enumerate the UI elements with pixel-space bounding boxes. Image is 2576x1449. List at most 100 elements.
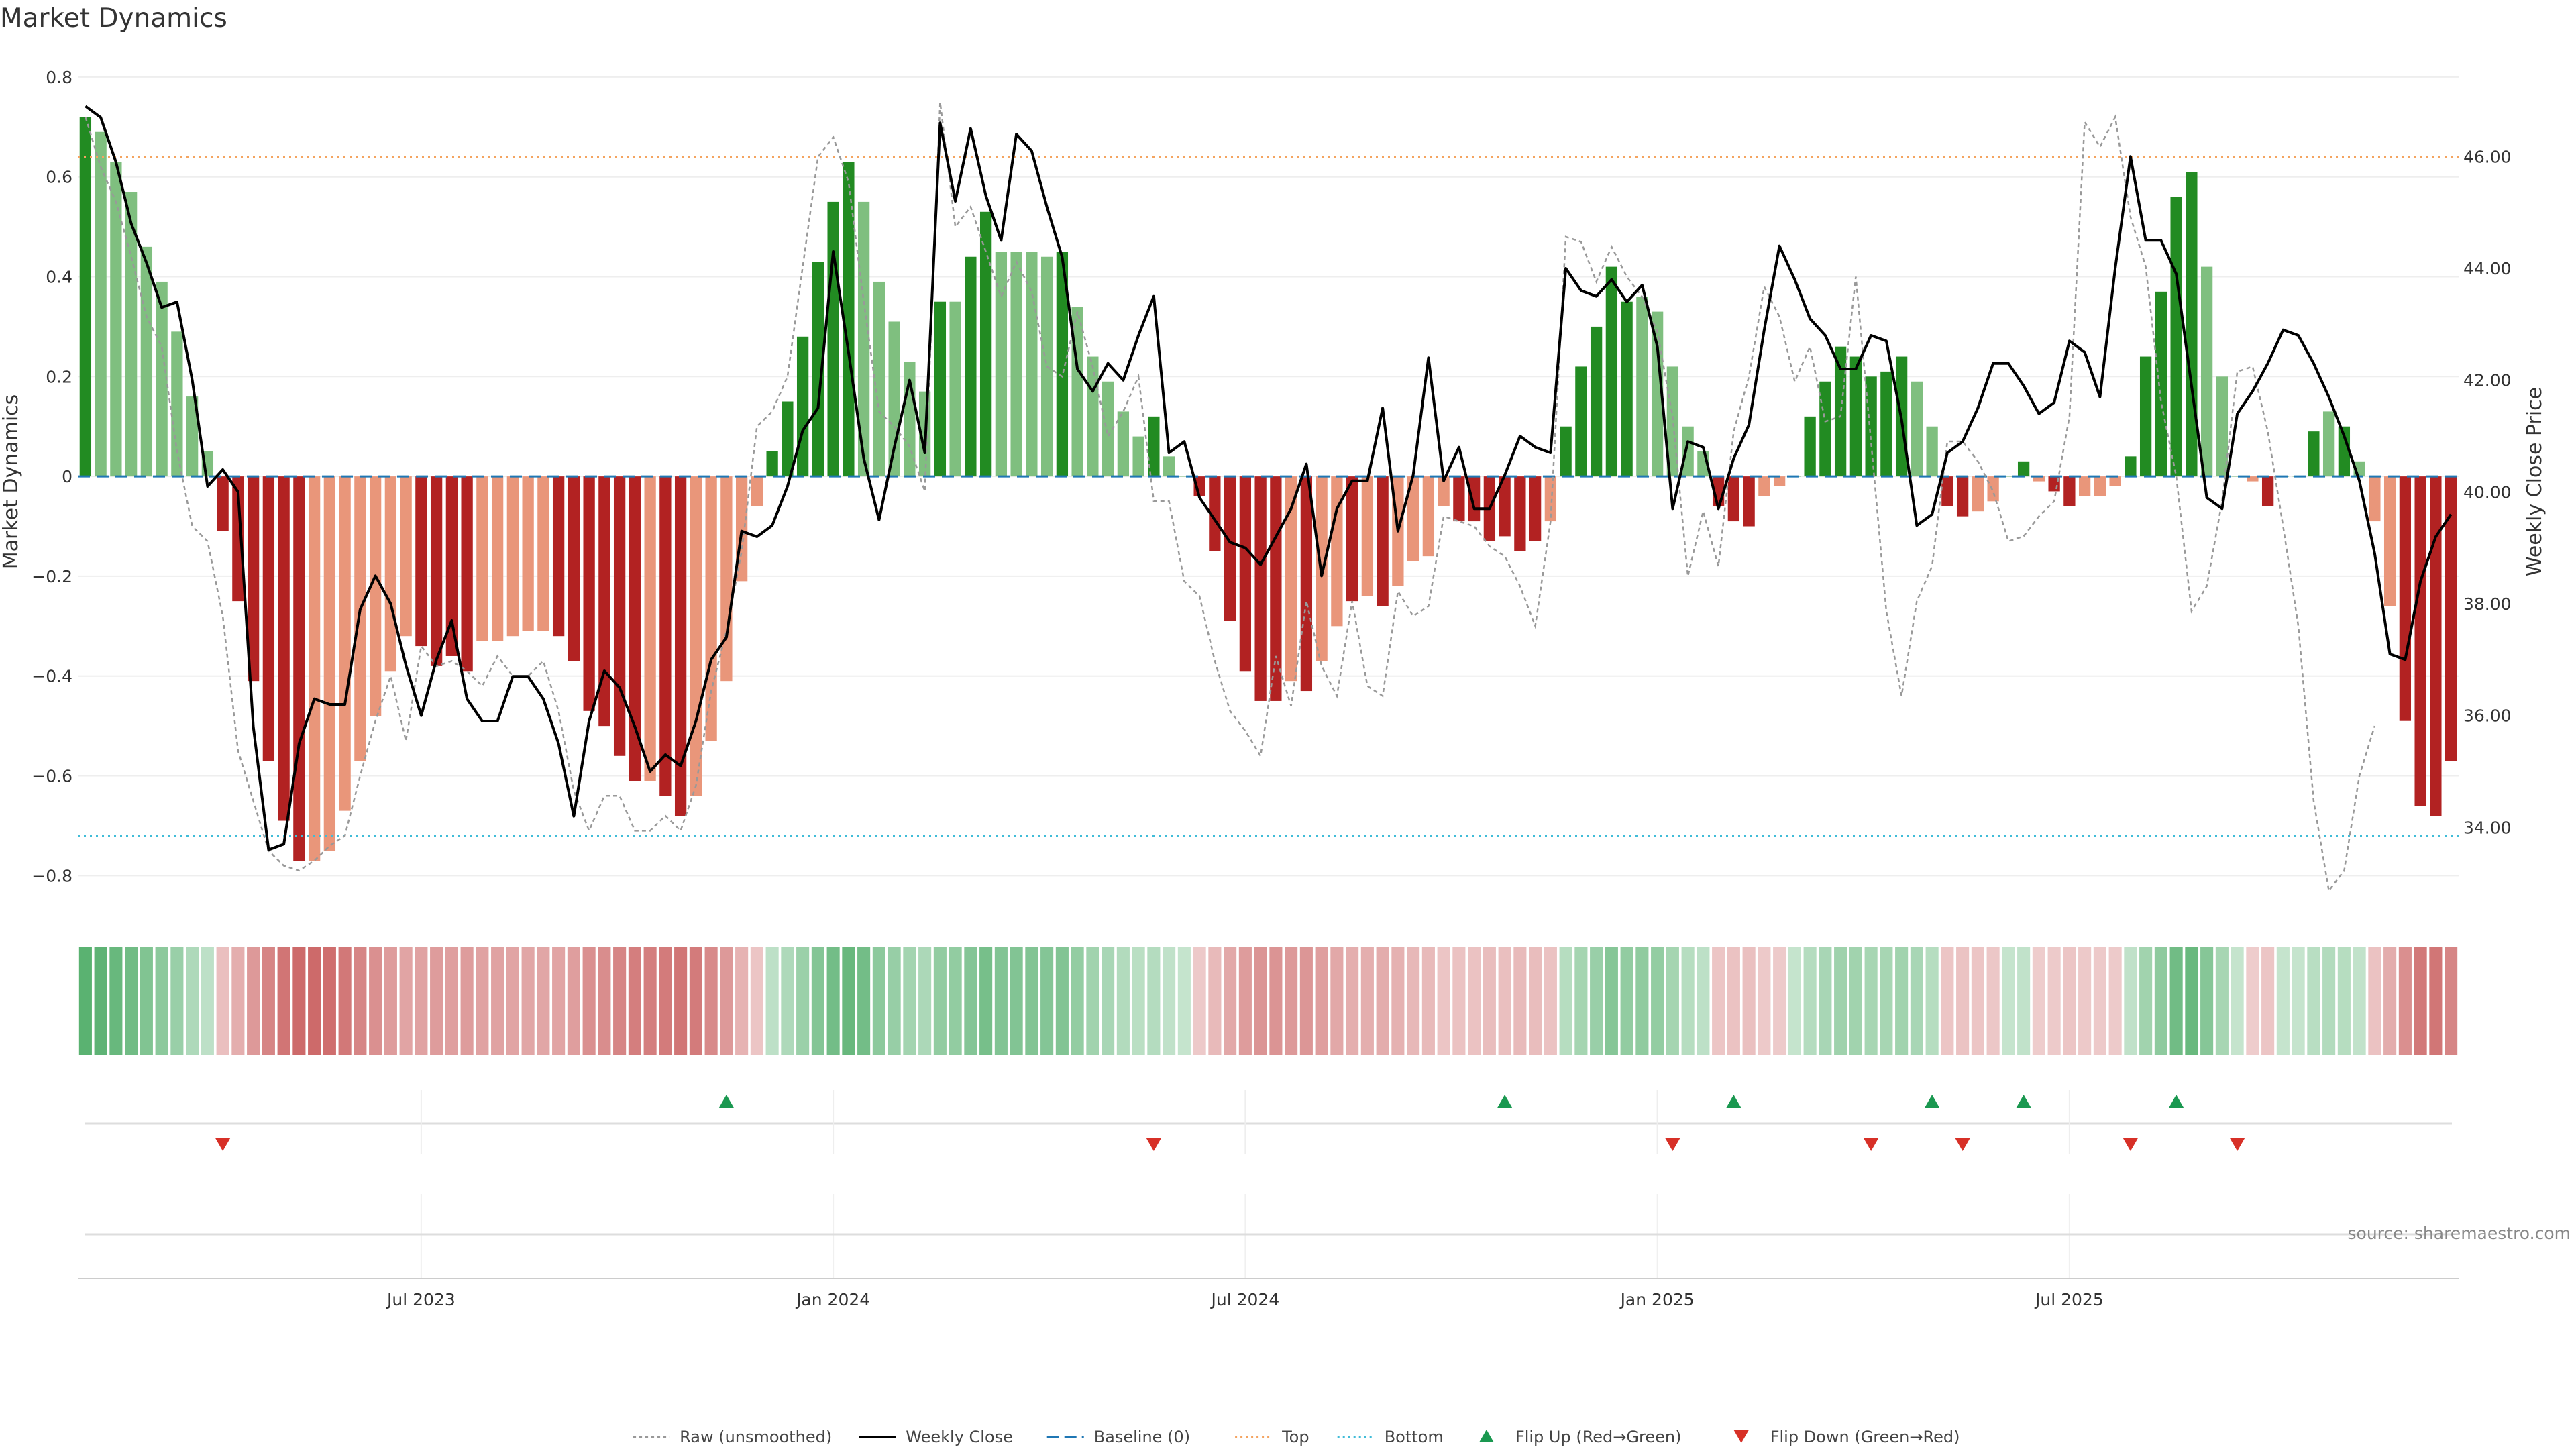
- bar: [690, 476, 702, 796]
- bar: [445, 476, 458, 656]
- bar: [1224, 476, 1236, 621]
- heat-cell: [1605, 947, 1618, 1055]
- bar: [2247, 476, 2259, 482]
- bar: [1911, 381, 1923, 477]
- right-tick-label: 40.00: [2463, 482, 2512, 502]
- heat-cell: [1315, 947, 1328, 1055]
- heat-cell: [2383, 947, 2397, 1055]
- bar: [186, 396, 199, 477]
- triangle-down-icon: [1733, 1430, 1749, 1443]
- heat-cell: [2445, 947, 2458, 1055]
- heat-cell: [2322, 947, 2336, 1055]
- flip-panel: [85, 1090, 2452, 1154]
- heat-cell: [949, 947, 962, 1055]
- chart-title: Market Dynamics: [0, 3, 227, 34]
- heat-cell: [201, 947, 214, 1055]
- heat-cell: [506, 947, 519, 1055]
- bar: [1377, 476, 1389, 606]
- heat-cell: [476, 947, 489, 1055]
- heat-cell: [1910, 947, 1923, 1055]
- heat-cell: [2169, 947, 2183, 1055]
- heat-cell: [1971, 947, 1984, 1055]
- heat-cell: [857, 947, 871, 1055]
- heat-cell: [1346, 947, 1359, 1055]
- bar: [1239, 476, 1252, 672]
- heat-cell: [918, 947, 932, 1055]
- bar: [1026, 252, 1038, 477]
- bar: [827, 201, 839, 477]
- bar: [2261, 476, 2274, 506]
- heat-cell: [643, 947, 657, 1055]
- bar: [2308, 431, 2320, 477]
- heat-cell: [1360, 947, 1374, 1055]
- heat-cell: [888, 947, 901, 1055]
- heat-cell: [1895, 947, 1909, 1055]
- bar: [1148, 416, 1160, 477]
- bar: [2063, 476, 2076, 506]
- legend-item: Bottom: [1337, 1428, 1444, 1446]
- heat-cell: [2353, 947, 2366, 1055]
- bar: [522, 476, 534, 631]
- bar: [782, 401, 794, 477]
- bar: [415, 476, 427, 647]
- heat-cell: [674, 947, 688, 1055]
- heat-cell: [872, 947, 885, 1055]
- bar: [1605, 266, 1618, 477]
- left-tick-label: −0.4: [32, 667, 72, 686]
- bar: [1361, 476, 1374, 596]
- heat-cell: [537, 947, 550, 1055]
- heat-cell: [1620, 947, 1633, 1055]
- heat-cell: [1788, 947, 1801, 1055]
- heat-cell: [247, 947, 260, 1055]
- bar: [1727, 476, 1740, 522]
- heat-cell: [1376, 947, 1389, 1055]
- bar: [1468, 476, 1481, 522]
- heat-strip: [78, 947, 2458, 1055]
- bar: [2017, 461, 2030, 477]
- heat-cell: [2124, 947, 2137, 1055]
- legend-item: Top: [1235, 1428, 1309, 1446]
- bar: [491, 476, 504, 641]
- right-axis-label: Weekly Close Price: [2523, 387, 2546, 576]
- flip-up-marker: [1497, 1095, 1513, 1108]
- left-tick-label: −0.6: [32, 767, 72, 786]
- heat-cell: [2200, 947, 2214, 1055]
- legend-label: Raw (unsmoothed): [680, 1428, 832, 1446]
- heat-cell: [659, 947, 672, 1055]
- left-tick-label: 0.6: [46, 168, 72, 187]
- heat-cell: [1742, 947, 1756, 1055]
- bar: [110, 162, 122, 477]
- bar: [1773, 476, 1786, 486]
- heat-cell: [262, 947, 275, 1055]
- left-axis-label: Market Dynamics: [0, 394, 23, 570]
- flip-down-marker: [2123, 1138, 2138, 1151]
- bar: [1590, 326, 1603, 477]
- bar: [1087, 356, 1099, 477]
- heat-cell: [1299, 947, 1313, 1055]
- heat-cell: [1071, 947, 1084, 1055]
- heat-cell: [1666, 947, 1679, 1055]
- bar: [2445, 476, 2457, 761]
- bar: [934, 301, 947, 477]
- bar: [1132, 436, 1144, 477]
- heat-cell: [1544, 947, 1557, 1055]
- bar: [1834, 346, 1847, 477]
- bar: [2322, 411, 2335, 477]
- bar: [125, 192, 138, 477]
- heat-cell: [323, 947, 336, 1055]
- heat-cell: [979, 947, 993, 1055]
- heat-cell: [2337, 947, 2351, 1055]
- bar: [2033, 476, 2045, 482]
- triangle-up-icon: [1479, 1430, 1494, 1442]
- heat-cell: [796, 947, 810, 1055]
- heat-cell: [1590, 947, 1603, 1055]
- flip-up-marker: [2016, 1095, 2031, 1108]
- bar: [1560, 426, 1572, 477]
- heat-cell: [1285, 947, 1298, 1055]
- heat-cell: [2032, 947, 2045, 1055]
- heat-cell: [720, 947, 733, 1055]
- source-label: source: sharemaestro.com: [2348, 1224, 2571, 1243]
- bar: [2369, 476, 2381, 522]
- heat-cell: [2078, 947, 2092, 1055]
